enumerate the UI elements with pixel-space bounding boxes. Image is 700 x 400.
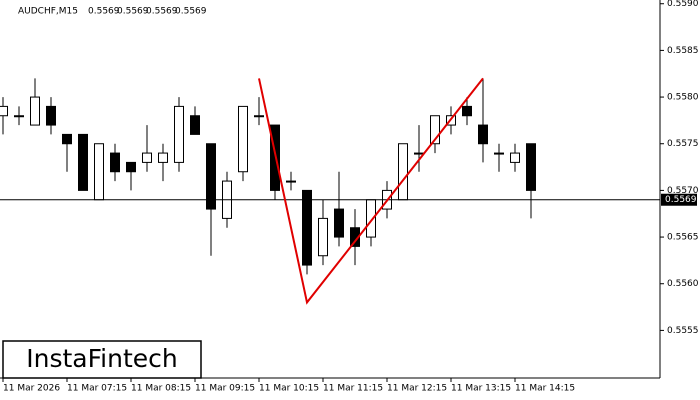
x-tick-label: 11 Mar 10:15 <box>259 384 319 394</box>
x-tick-label: 11 Mar 08:15 <box>131 384 191 394</box>
y-tick-label: 0.5580 <box>667 93 699 103</box>
x-tick-label: 11 Mar 2026 <box>3 384 60 394</box>
candle-body <box>14 115 24 118</box>
x-tick-label: 11 Mar 14:15 <box>515 384 575 394</box>
candle-body <box>462 105 472 117</box>
x-tick-label: 11 Mar 12:15 <box>387 384 447 394</box>
y-tick-label: 0.5575 <box>667 139 699 149</box>
header-value: 0.5569 <box>88 7 120 17</box>
x-tick-label: 11 Mar 11:15 <box>323 384 383 394</box>
x-tick-label: 11 Mar 13:15 <box>451 384 511 394</box>
candle-body <box>302 189 312 266</box>
x-tick-label: 11 Mar 09:15 <box>195 384 255 394</box>
candle-body <box>398 143 408 201</box>
candle-body <box>62 133 72 145</box>
candle-body <box>78 133 88 191</box>
candle-body <box>174 105 184 163</box>
chart-title: AUDCHF,M15 <box>18 7 78 17</box>
candle-body <box>286 180 296 183</box>
pattern-line <box>258 77 484 305</box>
current-price-label: 0.5569 <box>665 195 697 205</box>
y-tick-label: 0.5585 <box>667 46 699 56</box>
y-tick-label: 0.5565 <box>667 233 699 243</box>
candle-body <box>238 105 248 173</box>
x-tick-label: 11 Mar 07:15 <box>67 384 127 394</box>
candle-body <box>158 152 168 163</box>
candle-body <box>510 152 520 163</box>
candle-body <box>206 143 216 210</box>
candle-body <box>526 143 536 191</box>
candle-body <box>142 152 152 163</box>
candle-body <box>318 217 328 257</box>
y-tick-label: 0.5570 <box>667 186 699 196</box>
y-tick-label: 0.5555 <box>667 326 699 336</box>
candle-body <box>430 115 440 145</box>
candle-body <box>478 124 488 145</box>
candle-body <box>334 208 344 238</box>
header-value: 0.5569 <box>175 7 207 17</box>
candle-body <box>494 152 504 155</box>
candle-body <box>190 115 200 135</box>
candle-body <box>30 96 40 126</box>
candle-body <box>254 115 264 118</box>
current-price-box <box>661 193 697 206</box>
logo: InstaFintech <box>26 344 178 373</box>
candle-body <box>0 105 8 117</box>
candle-body <box>110 152 120 173</box>
candle-body <box>414 152 424 155</box>
header-value: 0.5569 <box>146 7 178 17</box>
candle-body <box>126 161 136 173</box>
candle-body <box>46 105 56 126</box>
candle-body <box>94 143 104 201</box>
y-tick-label: 0.5560 <box>667 279 699 289</box>
header-value: 0.5569 <box>117 7 149 17</box>
y-tick-label: 0.5590 <box>667 0 699 9</box>
logo-box <box>2 340 202 379</box>
